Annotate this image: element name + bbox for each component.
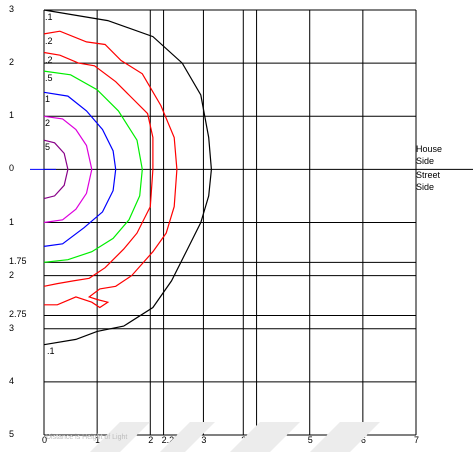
watermark: Distance is Height of Light <box>0 418 473 452</box>
grid-lines <box>43 9 417 436</box>
y-tick-label-0: 3 <box>9 4 15 14</box>
y-tick-label-5: 1.75 <box>9 256 27 267</box>
x-tick-label-7: 5 <box>307 435 313 445</box>
y-tick-label-9: 4 <box>9 375 15 386</box>
x-tick-label-9: 7 <box>414 435 420 445</box>
contour-line-1 <box>43 30 178 309</box>
x-tick-label-3: 2.25 <box>161 435 180 445</box>
street-label-line-1: Street <box>416 170 441 180</box>
contour-label-5: 2 <box>45 118 51 129</box>
x-tick-label-1: 1 <box>95 435 101 445</box>
contour-label-4: 1 <box>45 94 51 105</box>
contour-lines <box>43 9 213 346</box>
contour-line-6 <box>43 139 69 200</box>
contour-line-0 <box>43 9 213 346</box>
watermark-text: Distance is Height of Light <box>46 434 128 441</box>
contour-label-0-end: .1 <box>47 345 55 356</box>
contour-line-3 <box>43 70 143 263</box>
contour-label-0: .1 <box>45 12 53 22</box>
contour-label-6: 5 <box>45 142 51 153</box>
y-tick-label-4: 1 <box>9 216 15 227</box>
contour-label-1: .2 <box>45 35 53 46</box>
y-tick-label-10: 5 <box>9 429 15 439</box>
x-tick-label-0: 0 <box>42 435 48 445</box>
contour-label-2: .2 <box>45 54 53 65</box>
x-tick-label-4: 3 <box>201 435 207 445</box>
y-tick-label-3: 0 <box>9 163 15 174</box>
y-tick-label-1: 2 <box>9 57 15 68</box>
y-tick-label-8: 3 <box>9 322 15 333</box>
y-tick-label-2: 1 <box>9 110 15 121</box>
contour-label-3: .5 <box>45 73 53 84</box>
contour-line-2 <box>43 51 154 287</box>
house-label-line-2: Side <box>416 156 435 166</box>
x-tick-label-2: 2 <box>148 435 154 445</box>
y-tick-label-6: 2 <box>9 269 15 280</box>
street-side-label: Street Side <box>416 169 440 193</box>
contour-line-4 <box>43 91 117 247</box>
x-tick-label-8: 6 <box>360 435 366 445</box>
y-tick-label-7: 2.75 <box>9 309 27 320</box>
street-label-line-2: Side <box>416 182 435 192</box>
house-side-label: House Side <box>416 143 442 167</box>
house-label-line-1: House <box>416 144 443 154</box>
contour-line-5 <box>43 115 93 224</box>
